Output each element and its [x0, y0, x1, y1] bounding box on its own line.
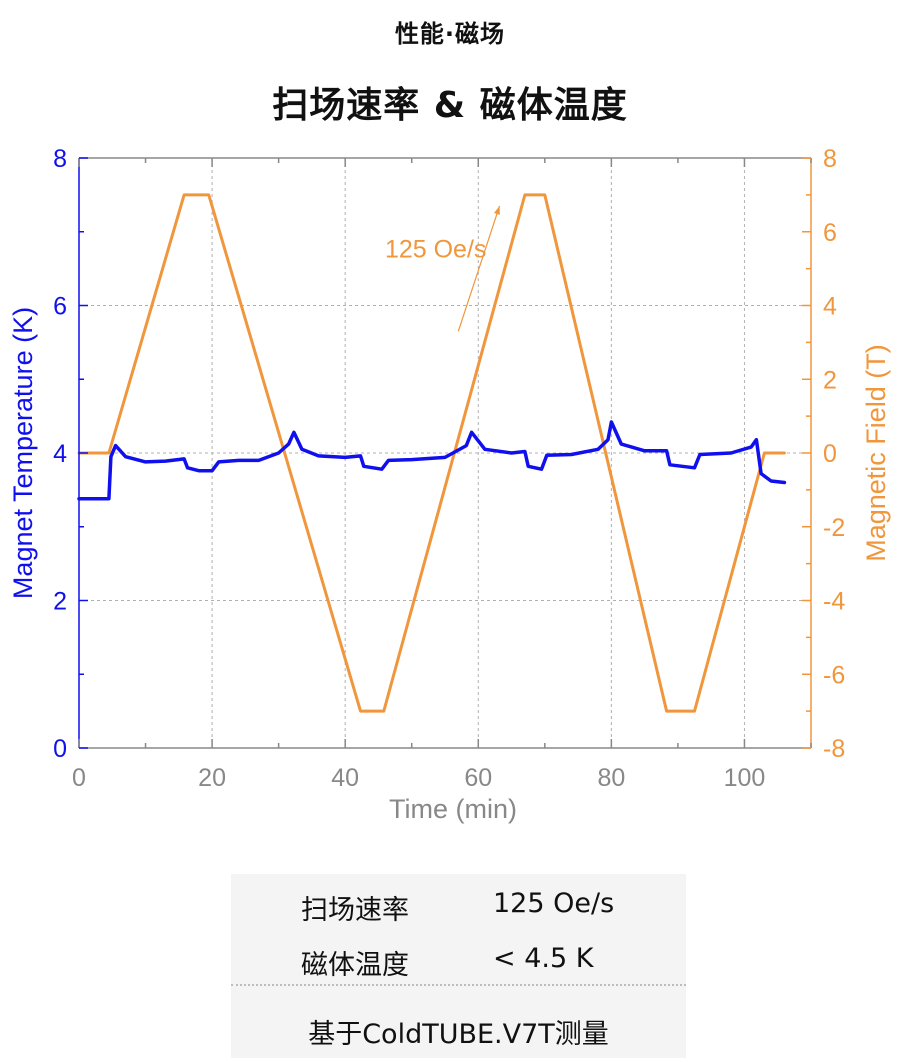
temperature-field-chart: 0 20 40 60 80 100 0 2 4 6 8 -8 -6 -4 -2 0 2 4 6 8 Time (min…	[8, 145, 891, 824]
page-kicker: 性能·磁场	[394, 20, 506, 48]
grid	[79, 158, 811, 748]
y-left-tick-label: 6	[53, 293, 67, 321]
y-right-tick-label: 4	[823, 293, 837, 321]
x-tick-label: 100	[724, 764, 766, 792]
tick-layer: 0 20 40 60 80 100 0 2 4 6 8 -8 -6 -4 -2 0 2 4 6 8	[53, 145, 845, 792]
page-title: 扫场速率 & 磁体温度	[272, 85, 628, 126]
spec-value: < 4.5 K	[493, 943, 594, 974]
annotation-arrow-head	[493, 205, 500, 215]
x-tick-label: 80	[597, 764, 625, 792]
rate-annotation: 125 Oe/s	[385, 205, 501, 332]
x-tick-label: 20	[198, 764, 226, 792]
x-tick-label: 40	[331, 764, 359, 792]
y-left-tick-label: 8	[53, 145, 67, 173]
measurement-note: 基于ColdTUBE.V7T测量	[308, 1019, 609, 1050]
x-tick-label: 60	[464, 764, 492, 792]
magnetic-field-series	[77, 193, 786, 713]
y-left-tick-label: 4	[53, 440, 67, 468]
y-right-tick-label: 6	[823, 219, 837, 247]
spec-divider	[231, 984, 686, 986]
y-right-tick-label: -8	[823, 735, 845, 763]
spec-label: 磁体温度	[301, 950, 409, 981]
y-left-tick-label: 0	[53, 735, 67, 763]
annotation-label: 125 Oe/s	[385, 236, 486, 264]
y-right-tick-label: -6	[823, 661, 845, 689]
y-axis-right-label: Magnetic Field (T)	[861, 344, 891, 562]
y-right-tick-label: 2	[823, 366, 837, 394]
magnet-temperature-series	[77, 420, 787, 501]
spec-card: 扫场速率 125 Oe/s 磁体温度 < 4.5 K 基于ColdTUBE.V7…	[231, 874, 686, 1058]
y-right-tick-label: -4	[823, 588, 845, 616]
annotation-arrow-line	[457, 205, 501, 332]
spec-value: 125 Oe/s	[493, 888, 615, 919]
y-right-tick-label: 0	[823, 440, 837, 468]
series-layer	[77, 193, 787, 713]
spec-label: 扫场速率	[301, 895, 409, 926]
x-axis-label: Time (min)	[389, 794, 517, 824]
y-right-tick-label: 8	[823, 145, 837, 173]
y-left-tick-label: 2	[53, 588, 67, 616]
y-axis-left-label: Magnet Temperature (K)	[8, 307, 38, 599]
x-tick-label: 0	[72, 764, 86, 792]
y-right-tick-label: -2	[823, 514, 845, 542]
